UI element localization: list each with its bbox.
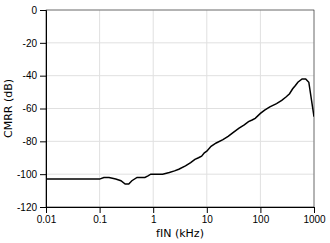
data-line — [46, 79, 314, 184]
marks — [46, 79, 314, 184]
x-tick: 0.1 — [93, 207, 107, 225]
y-tick-mark — [40, 207, 46, 208]
x-tick-label: 100 — [253, 214, 270, 225]
x-tick-mark — [153, 207, 154, 213]
y-tick-mark — [40, 109, 46, 110]
y-tick-label: -60 — [23, 103, 38, 114]
y-tick: -80 — [23, 136, 46, 147]
y-axis: 0 -20 -40 -60 -80 -100 -120 — [17, 5, 47, 213]
y-tick-mark — [40, 174, 46, 175]
x-tick: 1 — [151, 207, 157, 225]
y-tick: -60 — [23, 103, 46, 114]
y-tick: 0 — [31, 5, 46, 16]
y-tick-label: -80 — [23, 136, 38, 147]
x-axis-line — [47, 208, 315, 214]
x-tick-label: 1 — [151, 214, 157, 225]
y-grid-line — [46, 174, 314, 175]
plot-frame — [46, 10, 314, 207]
x-tick-mark — [260, 207, 261, 213]
grid — [46, 10, 314, 207]
y-tick-label: -120 — [17, 202, 37, 213]
x-tick: 1000 — [303, 207, 326, 225]
y-tick-label: -20 — [23, 38, 38, 49]
x-tick-mark — [207, 207, 208, 213]
chart-container: 0.01 0.1 1 10 100 1000 0 -20 -40 -60 -80 -100 -120 fI… — [0, 0, 330, 243]
y-tick: -20 — [23, 38, 46, 49]
y-grid-line — [46, 42, 314, 43]
x-axis-title: fIN (kHz) — [156, 227, 204, 240]
y-tick-mark — [40, 141, 46, 142]
y-grid-line — [46, 108, 314, 109]
y-tick-label: 0 — [31, 5, 37, 16]
y-tick-mark — [40, 10, 46, 11]
x-tick: 10 — [202, 207, 214, 225]
y-tick: -40 — [23, 70, 46, 81]
y-tick-mark — [40, 76, 46, 77]
x-tick: 0.01 — [37, 207, 57, 225]
x-axis: 0.01 0.1 1 10 100 1000 — [37, 207, 326, 225]
x-tick-label: 10 — [202, 214, 214, 225]
x-tick-label: 0.1 — [93, 214, 107, 225]
x-tick-label: 1000 — [303, 214, 326, 225]
y-grid-line — [46, 75, 314, 76]
plot-area: 0.01 0.1 1 10 100 1000 0 -20 -40 -60 -80 -100 -120 — [17, 5, 326, 225]
x-tick-label: 0.01 — [37, 214, 57, 225]
y-tick-label: -40 — [23, 70, 38, 81]
y-tick-label: -100 — [17, 169, 37, 180]
chart-svg: 0.01 0.1 1 10 100 1000 0 -20 -40 -60 -80 -100 -120 fI… — [0, 0, 330, 243]
x-tick: 100 — [253, 207, 270, 225]
y-tick: -120 — [17, 202, 46, 213]
y-grid-line — [46, 141, 314, 142]
y-axis-title: CMRR (dB) — [2, 79, 15, 138]
y-tick: -100 — [17, 169, 46, 180]
x-tick-mark — [100, 207, 101, 213]
y-axis-line — [40, 11, 47, 208]
y-tick-mark — [40, 43, 46, 44]
x-tick-mark — [314, 207, 315, 213]
